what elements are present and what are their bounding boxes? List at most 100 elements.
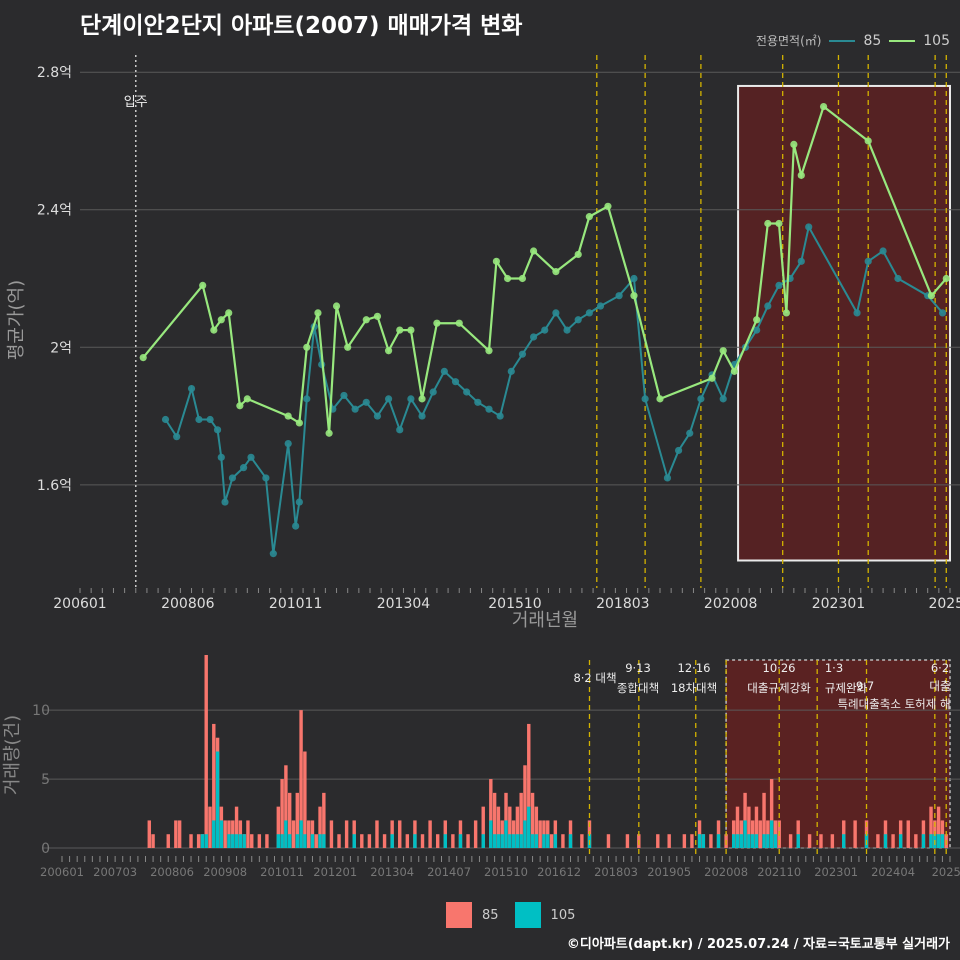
bar-85 — [656, 834, 660, 848]
bar-105 — [921, 834, 926, 848]
bar-85 — [318, 806, 322, 848]
bar-x-tick-label: 200703 — [93, 865, 137, 879]
bar-x-tick-label: 200806 — [150, 865, 194, 879]
x-tick-label: 200806 — [161, 596, 215, 612]
data-point-85 — [753, 326, 761, 334]
data-point-85 — [206, 415, 214, 424]
data-point-85 — [507, 367, 515, 375]
bar-85 — [147, 820, 151, 848]
bar-105 — [511, 834, 516, 848]
data-point-105 — [455, 319, 463, 327]
data-point-105 — [518, 274, 527, 283]
bar-85 — [891, 834, 895, 848]
bar-x-tick-label: 201803 — [594, 865, 638, 879]
bar-105 — [227, 834, 231, 848]
bar-105 — [287, 834, 292, 848]
legend-bottom: 85 105 — [446, 902, 575, 928]
bar-105 — [796, 834, 800, 848]
bar-105 — [515, 834, 520, 848]
bar-85 — [208, 806, 212, 848]
data-point-85 — [615, 292, 623, 300]
bar-105 — [754, 834, 759, 848]
data-point-105 — [303, 343, 311, 351]
data-point-105 — [708, 374, 716, 382]
bar-105 — [238, 834, 243, 848]
bar-85 — [515, 806, 520, 848]
data-point-105 — [753, 316, 761, 324]
legend-box-85 — [446, 902, 472, 928]
data-point-105 — [225, 309, 233, 317]
data-point-85 — [764, 302, 772, 310]
bar-105 — [747, 834, 751, 848]
data-point-105 — [139, 354, 147, 362]
bar-85 — [303, 751, 307, 848]
data-point-105 — [384, 347, 393, 355]
data-point-105 — [797, 171, 805, 179]
policy-label: 9·13 — [625, 661, 651, 675]
bar-85 — [819, 834, 823, 848]
bar-105 — [284, 820, 288, 848]
bar-85 — [287, 792, 292, 848]
bar-85 — [807, 834, 812, 848]
data-point-85 — [195, 415, 203, 424]
data-point-105 — [433, 319, 441, 327]
bar-85 — [481, 806, 485, 848]
data-point-85 — [303, 395, 311, 403]
bar-105 — [280, 834, 284, 848]
bar-85 — [265, 834, 269, 848]
data-point-105 — [819, 102, 828, 111]
bar-105 — [773, 834, 778, 848]
data-point-85 — [173, 433, 181, 441]
bar-105 — [200, 834, 205, 848]
bar-105 — [766, 834, 770, 848]
data-point-105 — [503, 274, 512, 283]
data-point-105 — [210, 326, 218, 334]
data-point-105 — [325, 429, 333, 437]
bar-105 — [546, 834, 550, 848]
y-tick-label: 1.6억 — [37, 478, 72, 494]
data-point-105 — [295, 419, 303, 427]
data-point-85 — [894, 274, 902, 283]
bar-85 — [606, 834, 611, 848]
data-point-105 — [864, 137, 872, 145]
bar-85 — [466, 834, 470, 848]
x-tick-label: 201011 — [269, 596, 322, 612]
bar-105 — [929, 834, 933, 848]
data-point-85 — [563, 326, 571, 334]
data-point-85 — [674, 446, 683, 455]
data-point-85 — [529, 333, 538, 341]
policy-label: 규제완화 — [825, 681, 868, 695]
data-point-85 — [217, 453, 225, 461]
legend-swatch-105 — [889, 39, 916, 42]
bar-105 — [212, 820, 216, 848]
highlight-region — [737, 84, 951, 562]
data-point-85 — [362, 398, 370, 406]
bar-85 — [276, 806, 281, 848]
bar-85 — [189, 834, 193, 848]
bar-105 — [701, 834, 706, 848]
bar-85 — [398, 820, 402, 848]
bar-85 — [204, 655, 208, 848]
series-line-105 — [142, 104, 948, 434]
x-tick-label: 2025 — [928, 596, 960, 612]
bar-85 — [212, 723, 216, 848]
bar-105 — [352, 834, 356, 848]
bar-x-tick-label: 202110 — [757, 865, 801, 879]
data-point-105 — [243, 395, 251, 403]
bar-85 — [420, 834, 425, 848]
bar-105 — [936, 834, 941, 848]
bar-y-tick-label: 5 — [41, 772, 50, 788]
bar-85 — [549, 834, 554, 848]
data-point-85 — [879, 247, 887, 255]
bar-85 — [337, 834, 341, 848]
bar-85 — [523, 765, 527, 848]
bar-85 — [382, 834, 387, 848]
bar-85 — [762, 792, 766, 848]
policy-label: 12·16 — [678, 661, 711, 675]
data-point-105 — [236, 402, 244, 410]
bar-85 — [174, 820, 178, 848]
data-point-85 — [463, 388, 471, 396]
bar-105 — [568, 834, 573, 848]
bar-y-tick-label: 10 — [32, 703, 50, 719]
data-point-85 — [228, 474, 237, 482]
